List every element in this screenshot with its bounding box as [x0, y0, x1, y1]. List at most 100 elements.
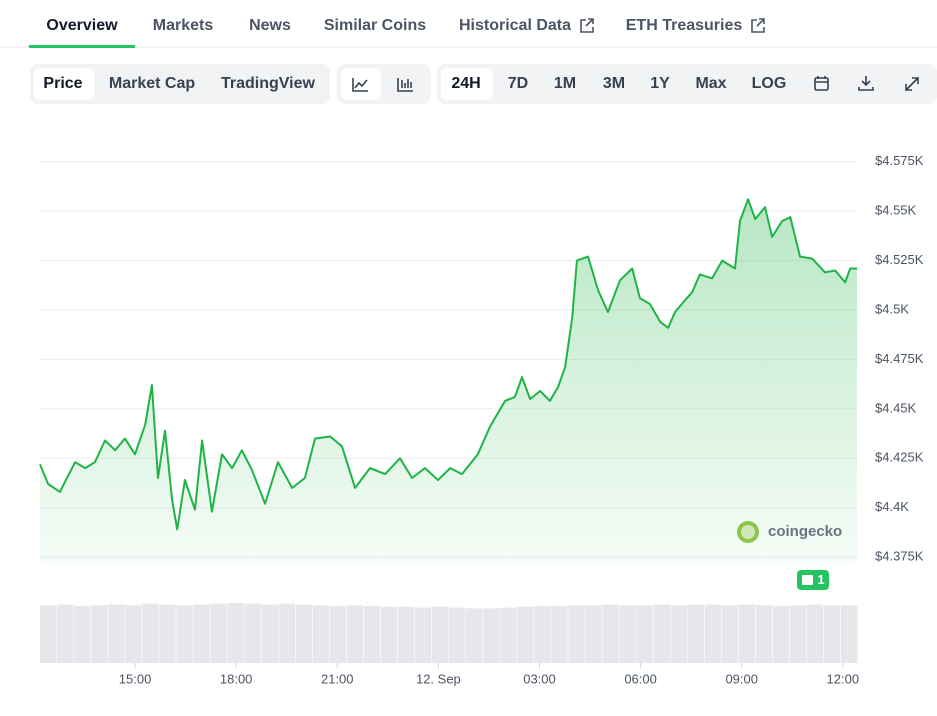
volume-bar [108, 604, 125, 663]
volume-bar [244, 603, 261, 663]
x-tick-label: 12:00 [827, 671, 860, 686]
x-tick-label: 12. Sep [416, 671, 461, 686]
volume-bar [602, 604, 619, 663]
price-area [40, 199, 857, 566]
range-button[interactable]: 1M [554, 75, 576, 92]
y-tick-label: $4.55K [875, 203, 917, 218]
volume-bar [125, 605, 142, 663]
volume-bar [363, 606, 381, 663]
volume-bar [142, 603, 159, 663]
y-tick-label: $4.525K [875, 252, 924, 267]
volume-bar [636, 605, 653, 663]
y-tick-label: $4.4K [875, 499, 909, 514]
news-count: 1 [817, 572, 824, 587]
tab[interactable]: ETH Treasuries [626, 17, 743, 34]
mode-button[interactable]: Market Cap [109, 75, 195, 92]
volume-bar [704, 604, 722, 663]
volume-bar [312, 605, 330, 663]
x-tick-label: 15:00 [119, 671, 152, 686]
y-tick-label: $4.425K [875, 450, 924, 465]
volume-bar [823, 605, 841, 663]
news-badge[interactable]: 1 [797, 570, 829, 590]
price-line [39, 198, 857, 531]
range-button[interactable]: 3M [603, 75, 625, 92]
volume-bar [568, 605, 585, 663]
volume-bar [585, 605, 602, 663]
volume-bar [517, 606, 534, 663]
y-tick-label: $4.575K [875, 153, 924, 168]
volume-bar [840, 605, 858, 663]
volume-bar [295, 604, 313, 663]
volume-bar [176, 605, 193, 663]
candle-icon[interactable] [397, 78, 413, 92]
y-tick-label: $4.45K [875, 400, 917, 415]
volume-bar [57, 604, 74, 663]
tab[interactable]: Similar Coins [324, 17, 426, 34]
x-tick-label: 03:00 [523, 671, 556, 686]
volume-bar [449, 607, 466, 663]
watermark-text: coingecko [768, 523, 842, 540]
tab-underline [29, 45, 135, 48]
calendar-icon[interactable] [814, 76, 829, 91]
volume-bar [380, 606, 398, 663]
volume-bar [551, 606, 568, 663]
mode-button[interactable]: Price [43, 75, 82, 92]
volume-bar [278, 603, 296, 663]
volume-bar [210, 603, 227, 663]
line-chart-icon[interactable] [352, 78, 368, 92]
volume-bar [193, 604, 210, 663]
volume-bar [159, 604, 176, 663]
volume-bar [772, 606, 790, 663]
external-link-icon [580, 18, 594, 33]
range-button[interactable]: 7D [508, 75, 528, 92]
volume-bar [653, 604, 670, 663]
y-tick-label: $4.475K [875, 351, 924, 366]
x-tick-label: 06:00 [624, 671, 657, 686]
download-icon[interactable] [858, 76, 874, 91]
expand-icon[interactable] [905, 77, 919, 91]
volume-bar [40, 605, 57, 663]
volume-bar [261, 604, 278, 663]
range-group [437, 64, 937, 104]
mode-group [30, 64, 330, 104]
tab[interactable]: Overview [46, 17, 118, 34]
volume-bar [346, 605, 364, 663]
volume-bar [227, 602, 244, 663]
tab[interactable]: News [249, 17, 291, 34]
range-button[interactable]: 1Y [650, 75, 670, 92]
x-tick-label: 09:00 [725, 671, 758, 686]
volume-bar [789, 605, 807, 663]
watermark: coingecko [737, 521, 842, 543]
range-button[interactable]: 24H [451, 75, 480, 92]
volume-bar [431, 606, 449, 663]
volume-bar [721, 605, 739, 663]
y-tick-label: $4.5K [875, 301, 909, 316]
mode-button[interactable]: TradingView [221, 75, 316, 92]
y-tick-label: $4.375K [875, 549, 924, 564]
volume-bar [414, 607, 432, 663]
volume-bar [329, 606, 347, 663]
volume-bar [500, 607, 517, 663]
range-button[interactable]: Max [695, 75, 726, 92]
tab[interactable]: Markets [153, 17, 214, 34]
tab[interactable]: Historical Data [459, 17, 571, 34]
volume-bar [670, 605, 687, 663]
volume-bar [91, 605, 108, 663]
volume-bar [738, 604, 756, 663]
volume-bar [755, 605, 773, 663]
volume-bar [466, 608, 483, 663]
volume-bar [619, 605, 636, 663]
volume-bar [806, 604, 824, 663]
volume-bar [74, 606, 91, 663]
volume-bar [687, 604, 705, 663]
volume-bar [483, 608, 500, 663]
volume-bar [397, 606, 415, 663]
range-selected [441, 68, 493, 100]
external-link-icon [751, 18, 765, 33]
range-button[interactable]: LOG [752, 75, 787, 92]
x-tick-label: 21:00 [321, 671, 354, 686]
volume-bar [534, 606, 551, 663]
mode-selected [34, 68, 94, 100]
x-tick-label: 18:00 [220, 671, 253, 686]
